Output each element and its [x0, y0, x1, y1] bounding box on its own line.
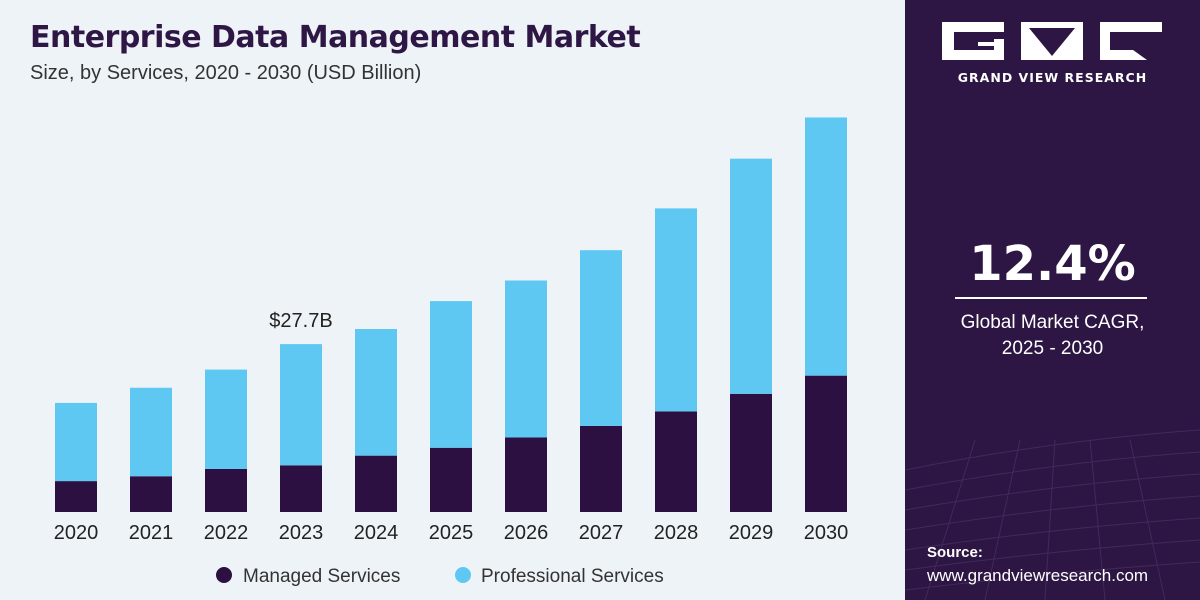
bar-managed-2025 [430, 447, 472, 512]
x-tick-label: 2022 [204, 522, 249, 544]
x-tick-label: 2030 [804, 522, 849, 544]
bar-professional-2021 [130, 387, 172, 477]
chart-subtitle: Size, by Services, 2020 - 2030 (USD Bill… [30, 62, 422, 84]
gvr-logo-icon [942, 22, 1162, 60]
source-label: Source: [927, 544, 983, 561]
bar-managed-2028 [655, 411, 697, 512]
side-panel: GRAND VIEW RESEARCH 12.4% Global Market … [905, 0, 1200, 600]
bar-professional-2028 [655, 208, 697, 412]
bar-professional-2025 [430, 301, 472, 448]
bar-professional-2029 [730, 158, 772, 394]
chart-title: Enterprise Data Management Market [30, 20, 641, 55]
bar-professional-2020 [55, 402, 97, 482]
bar-managed-2030 [805, 375, 847, 512]
legend-marker-managed [216, 567, 232, 583]
cagr-value: 12.4% [969, 236, 1136, 292]
bar-professional-2027 [580, 250, 622, 426]
legend-label-professional: Professional Services [481, 566, 664, 587]
x-tick-label: 2026 [504, 522, 549, 544]
bar-managed-2021 [130, 476, 172, 512]
bar-managed-2022 [205, 468, 247, 512]
chart-panel: Enterprise Data Management Market Size, … [0, 0, 905, 600]
bar-managed-2026 [505, 437, 547, 512]
bar-managed-2024 [355, 455, 397, 512]
bar-professional-2023 [280, 344, 322, 466]
brand-name: GRAND VIEW RESEARCH [957, 70, 1148, 85]
background-pattern [905, 429, 1200, 600]
legend-label-managed: Managed Services [243, 566, 400, 587]
source-link[interactable]: www.grandviewresearch.com [927, 566, 1149, 585]
bar-managed-2027 [580, 425, 622, 512]
x-tick-label: 2024 [354, 522, 399, 544]
bar-professional-2022 [205, 369, 247, 469]
x-tick-label: 2029 [729, 522, 774, 544]
bar-professional-2030 [805, 117, 847, 376]
x-tick-label: 2021 [129, 522, 174, 544]
bar-managed-2029 [730, 393, 772, 512]
divider [955, 297, 1147, 299]
x-tick-label: 2027 [579, 522, 624, 544]
bar-professional-2026 [505, 280, 547, 438]
x-tick-label: 2023 [279, 522, 324, 544]
x-tick-label: 2020 [54, 522, 99, 544]
bar-managed-2023 [280, 465, 322, 512]
data-label-2023: $27.7B [269, 310, 332, 332]
x-tick-label: 2025 [429, 522, 474, 544]
bar-managed-2020 [55, 481, 97, 512]
cagr-caption-line1: Global Market CAGR, [960, 312, 1145, 333]
x-tick-label: 2028 [654, 522, 699, 544]
cagr-caption: Global Market CAGR, 2025 - 2030 [905, 310, 1200, 362]
bar-chart: 2020 2021 2022 2023 2024 2025 2026 2027 2028 2029… [54, 117, 849, 587]
cagr-caption-line2: 2025 - 2030 [1001, 338, 1104, 359]
bar-professional-2024 [355, 328, 397, 456]
legend-marker-professional [455, 567, 471, 583]
